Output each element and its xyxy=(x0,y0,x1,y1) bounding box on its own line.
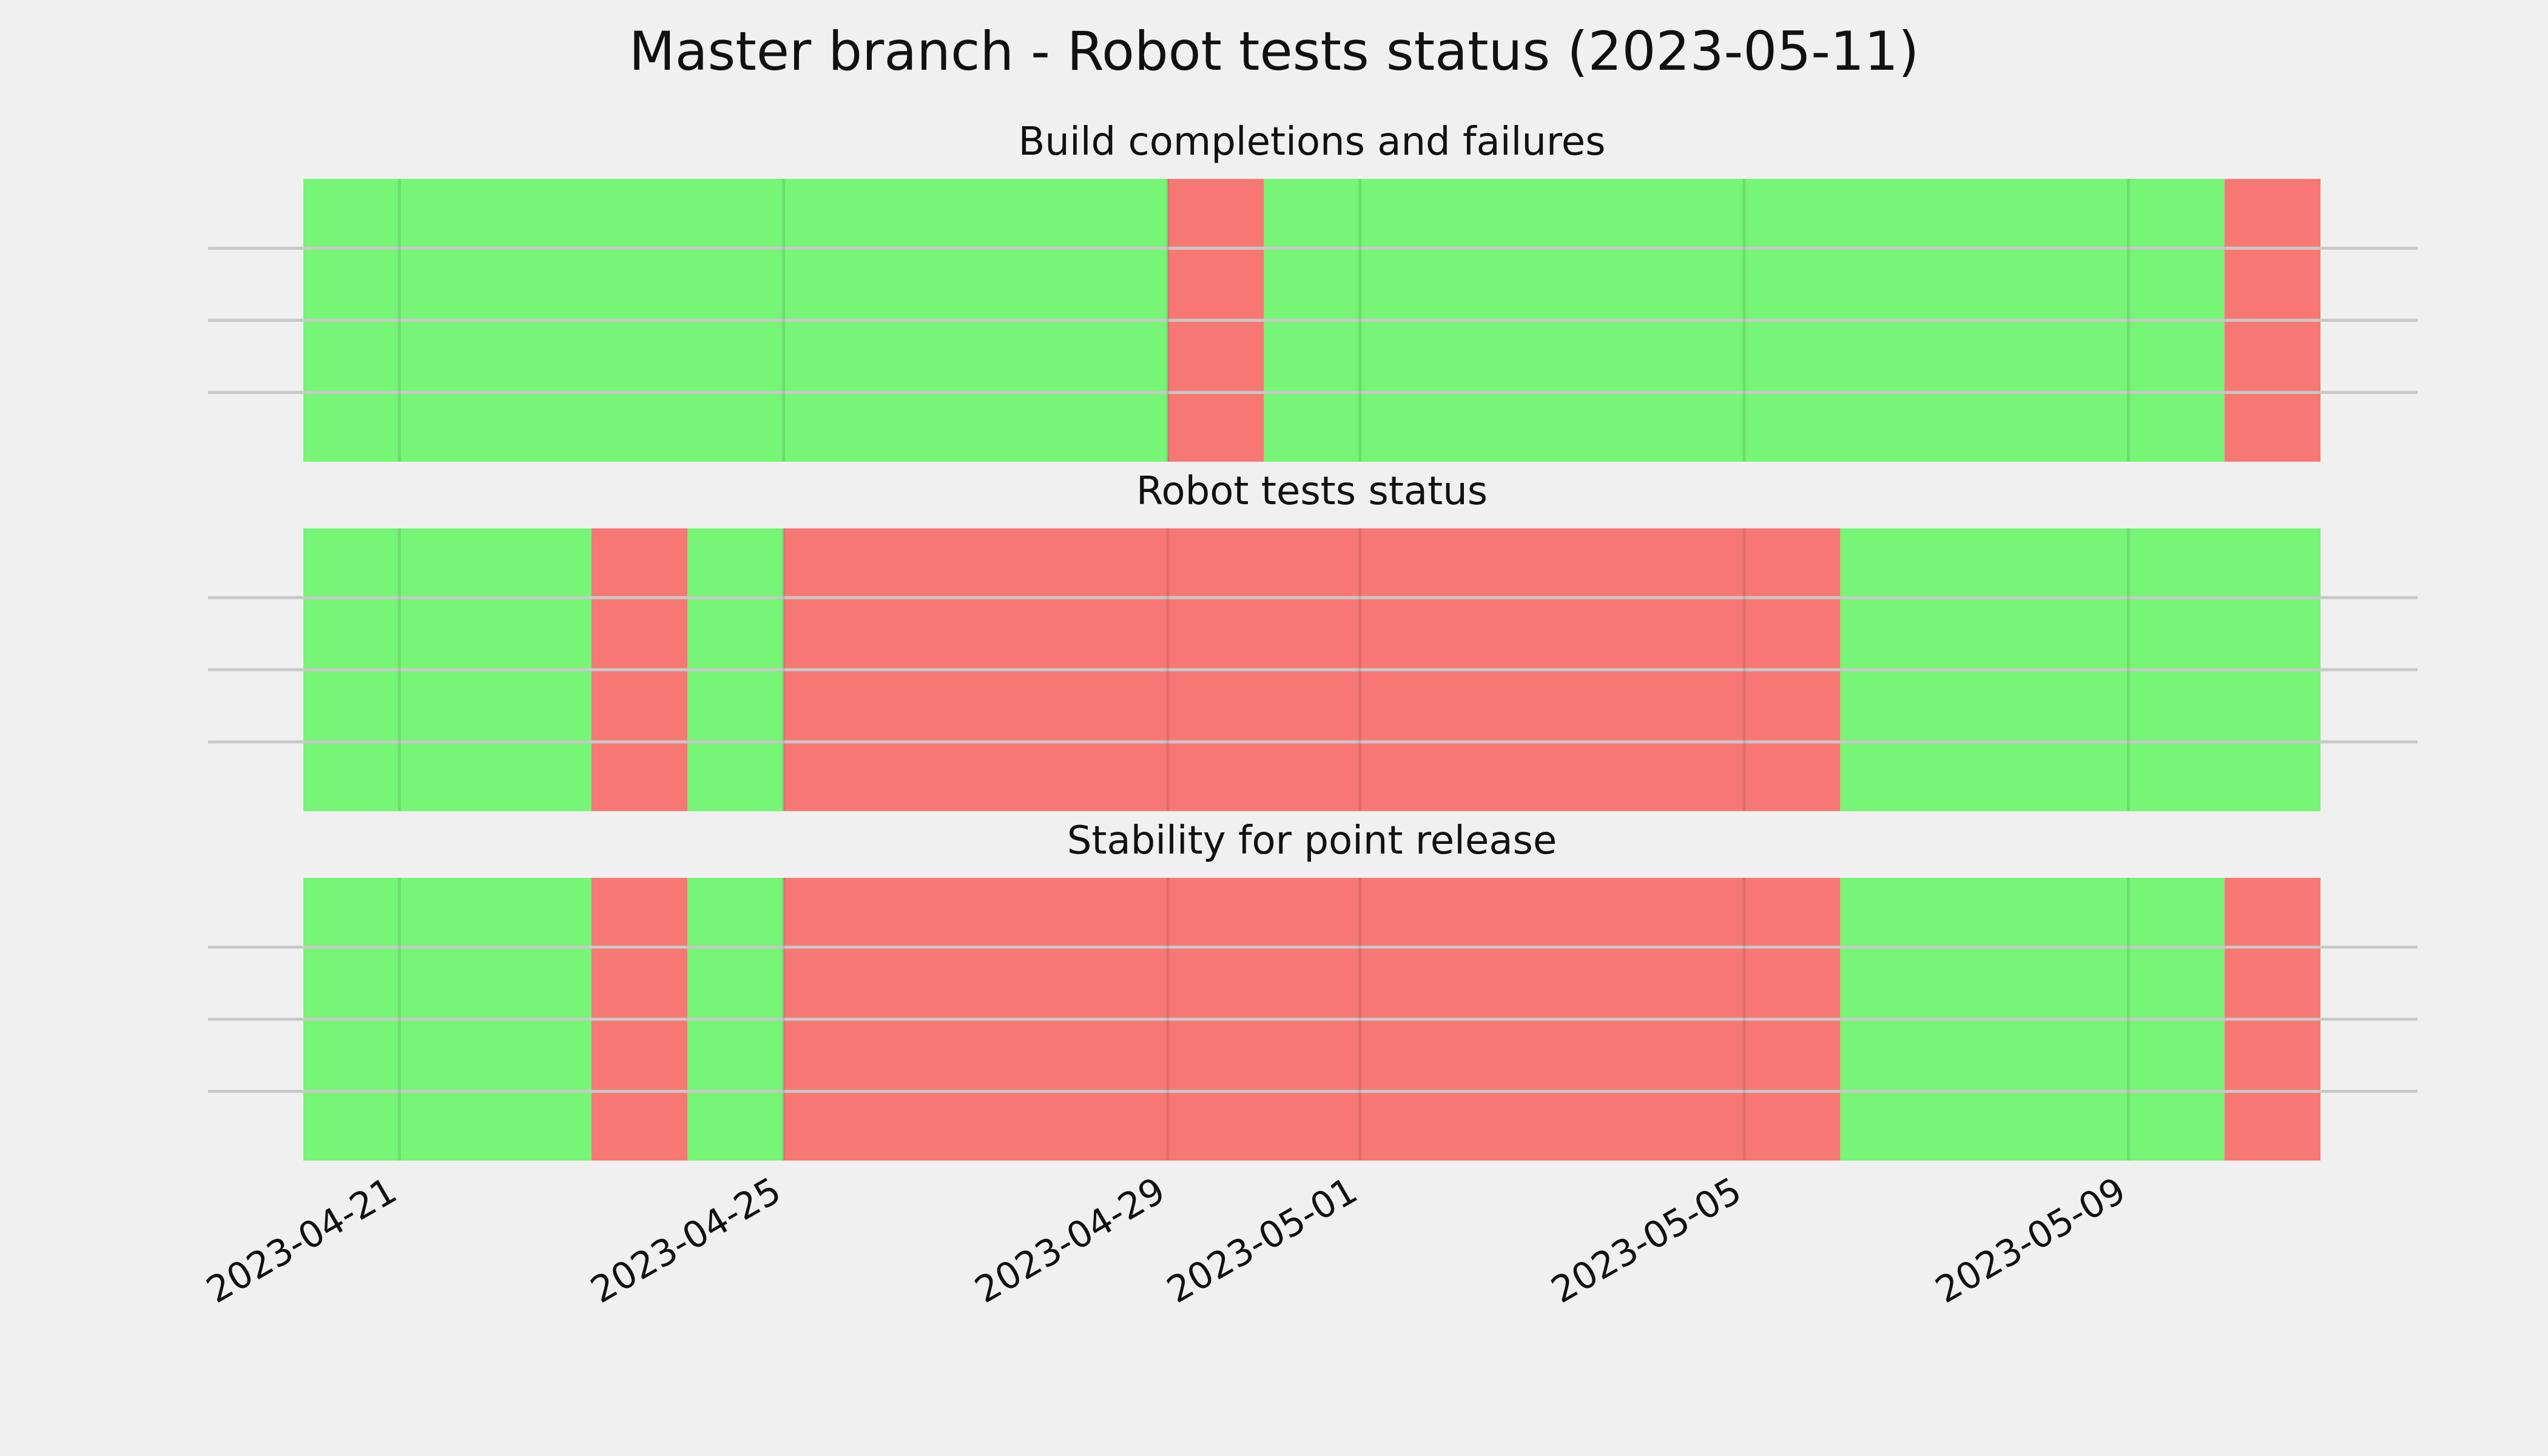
figure-title: Master branch - Robot tests status (2023… xyxy=(629,20,1919,83)
panels-layer: Build completions and failures Robot test… xyxy=(208,120,2418,1161)
panel: Build completions and failures xyxy=(208,120,2418,462)
panel: Stability for point release xyxy=(208,818,2418,1161)
panel-title: Stability for point release xyxy=(1067,818,1557,863)
panel-title: Robot tests status xyxy=(1136,469,1488,514)
panel: Robot tests status xyxy=(208,469,2418,811)
panel-title: Build completions and failures xyxy=(1019,120,1606,164)
